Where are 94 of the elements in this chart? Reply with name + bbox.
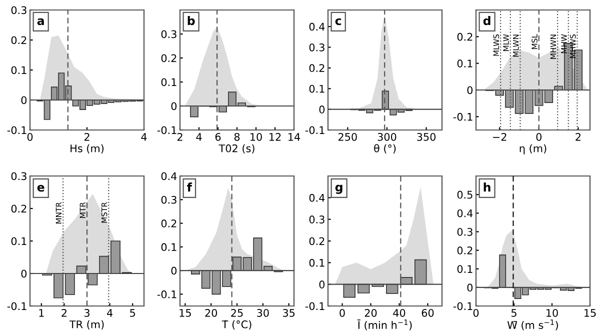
x-tick-label: 40	[393, 308, 406, 317]
x-tick-label: 8	[234, 132, 240, 141]
y-tick-label: -0.1	[157, 126, 176, 134]
x-axis-title: Hs (m)	[70, 144, 104, 154]
x-tick-label: 30	[257, 308, 269, 317]
x-tick-label: 15	[180, 309, 191, 317]
chart-title: d	[483, 16, 490, 26]
x-tick-label: 4	[196, 133, 202, 141]
x-tick-label: 5	[130, 309, 136, 317]
y-tick-label: 0.2	[11, 204, 26, 213]
y-tick-label: 0.1	[161, 243, 176, 252]
text: g	[335, 184, 342, 194]
y-tick-label: 0.3	[309, 216, 324, 224]
y-tick-label: -0.1	[453, 112, 472, 121]
y-tick-label: 0.3	[309, 43, 324, 52]
x-tick-label: 2	[177, 132, 182, 141]
x-tick-label: 15	[584, 309, 596, 317]
x-tick-label: 4	[106, 309, 113, 317]
x-tick-label: 10	[250, 132, 262, 141]
x-tick-label: 6	[215, 132, 221, 141]
x-axis-title: W̄ (m s$^{−1}$)	[507, 320, 558, 330]
chart-title: f	[187, 182, 192, 192]
x-axis-title: T̄ (°C)	[222, 320, 252, 330]
y-tick-label: 0.2	[457, 32, 472, 41]
y-tick-label: 0	[21, 96, 27, 104]
y-tick-label: 0.2	[161, 220, 176, 228]
text: e	[37, 184, 44, 192]
x-tick-label: 35	[282, 308, 295, 317]
x-tick-label: 2	[576, 132, 580, 141]
x-tick-label: 12	[270, 132, 281, 141]
y-tick-label: 0.4	[309, 194, 325, 202]
x-tick-label: 5	[511, 309, 516, 317]
x-tick-label: 14	[288, 133, 300, 141]
x-axis-title: T02 (s)	[218, 144, 254, 154]
y-tick-label: 0.2	[457, 246, 472, 254]
x-axis-title: θ (°)	[374, 144, 396, 154]
y-tick-label: 0.1	[309, 84, 324, 93]
y-tick-label: 0.1	[161, 78, 176, 86]
y-tick-label: -0.1	[305, 302, 324, 310]
y-tick-label: 0.2	[161, 54, 176, 62]
y-tick-label: -0.1	[7, 302, 26, 310]
x-tick-label: 10	[546, 308, 558, 317]
x-tick-label: 20	[364, 308, 377, 317]
y-tick-label: 0.4	[457, 209, 473, 218]
y-tick-label: 0.3	[11, 172, 26, 180]
x-tick-label: −2	[493, 132, 506, 141]
y-tick-label: 0.4	[161, 172, 177, 180]
y-tick-label: -0.1	[7, 126, 26, 134]
y-tick-label: 0	[171, 266, 177, 275]
x-tick-label: 250	[338, 132, 357, 141]
y-tick-label: 0.2	[11, 36, 26, 44]
y-tick-label: 0	[319, 280, 325, 288]
y-tick-label: 0.2	[309, 64, 324, 72]
chart-title: a	[37, 18, 44, 26]
x-tick-label: 60	[422, 308, 434, 317]
x-tick-label: 1	[39, 309, 44, 317]
y-tick-label: 0.3	[161, 196, 176, 204]
x-tick-label: 2	[62, 308, 66, 317]
x-tick-label: 25	[231, 308, 243, 317]
chart-title: c	[335, 18, 342, 26]
y-tick-label: 0	[467, 86, 473, 94]
y-tick-label: -0.1	[157, 290, 176, 298]
x-axis-title: η (m)	[520, 144, 546, 154]
y-tick-label: 0.1	[457, 265, 472, 273]
y-tick-label: 0	[21, 270, 27, 278]
x-tick-label: 3	[84, 308, 90, 317]
x-tick-label: 0	[473, 308, 479, 317]
y-tick-label: 0	[467, 284, 473, 292]
y-tick-label: 0.3	[161, 30, 176, 38]
x-axis-title: TR (m)	[69, 320, 104, 330]
chart-title: h	[484, 182, 490, 192]
x-tick-label: 20	[205, 308, 218, 317]
y-tick-label: 0.1	[11, 237, 26, 246]
x-tick-label: 350	[417, 132, 436, 141]
y-tick-label: 0	[319, 106, 325, 114]
x-tick-label: 0	[536, 132, 542, 141]
y-tick-label: 0	[171, 102, 177, 110]
x-tick-label: 0	[27, 132, 33, 141]
x-tick-label: 0	[340, 308, 345, 317]
y-tick-label: 0.4	[309, 22, 325, 31]
x-tick-label: 300	[378, 132, 396, 141]
x-tick-label: 2	[84, 132, 90, 141]
y-tick-label: 0.3	[457, 228, 472, 236]
x-tick-label: 4	[141, 133, 147, 141]
y-tick-label: 0.5	[457, 190, 472, 199]
chart-title: b	[188, 16, 195, 26]
y-tick-label: 0.3	[11, 6, 26, 14]
y-tick-label: 0.1	[309, 258, 324, 267]
x-axis-title: Ī (min h$^{−1}$)	[357, 320, 412, 330]
y-tick-label: 0.2	[309, 237, 324, 246]
y-tick-label: -0.1	[305, 126, 324, 134]
y-tick-label: 0.1	[11, 66, 26, 74]
y-tick-label: -0.1	[453, 302, 472, 310]
y-tick-label: 0.1	[457, 60, 472, 68]
